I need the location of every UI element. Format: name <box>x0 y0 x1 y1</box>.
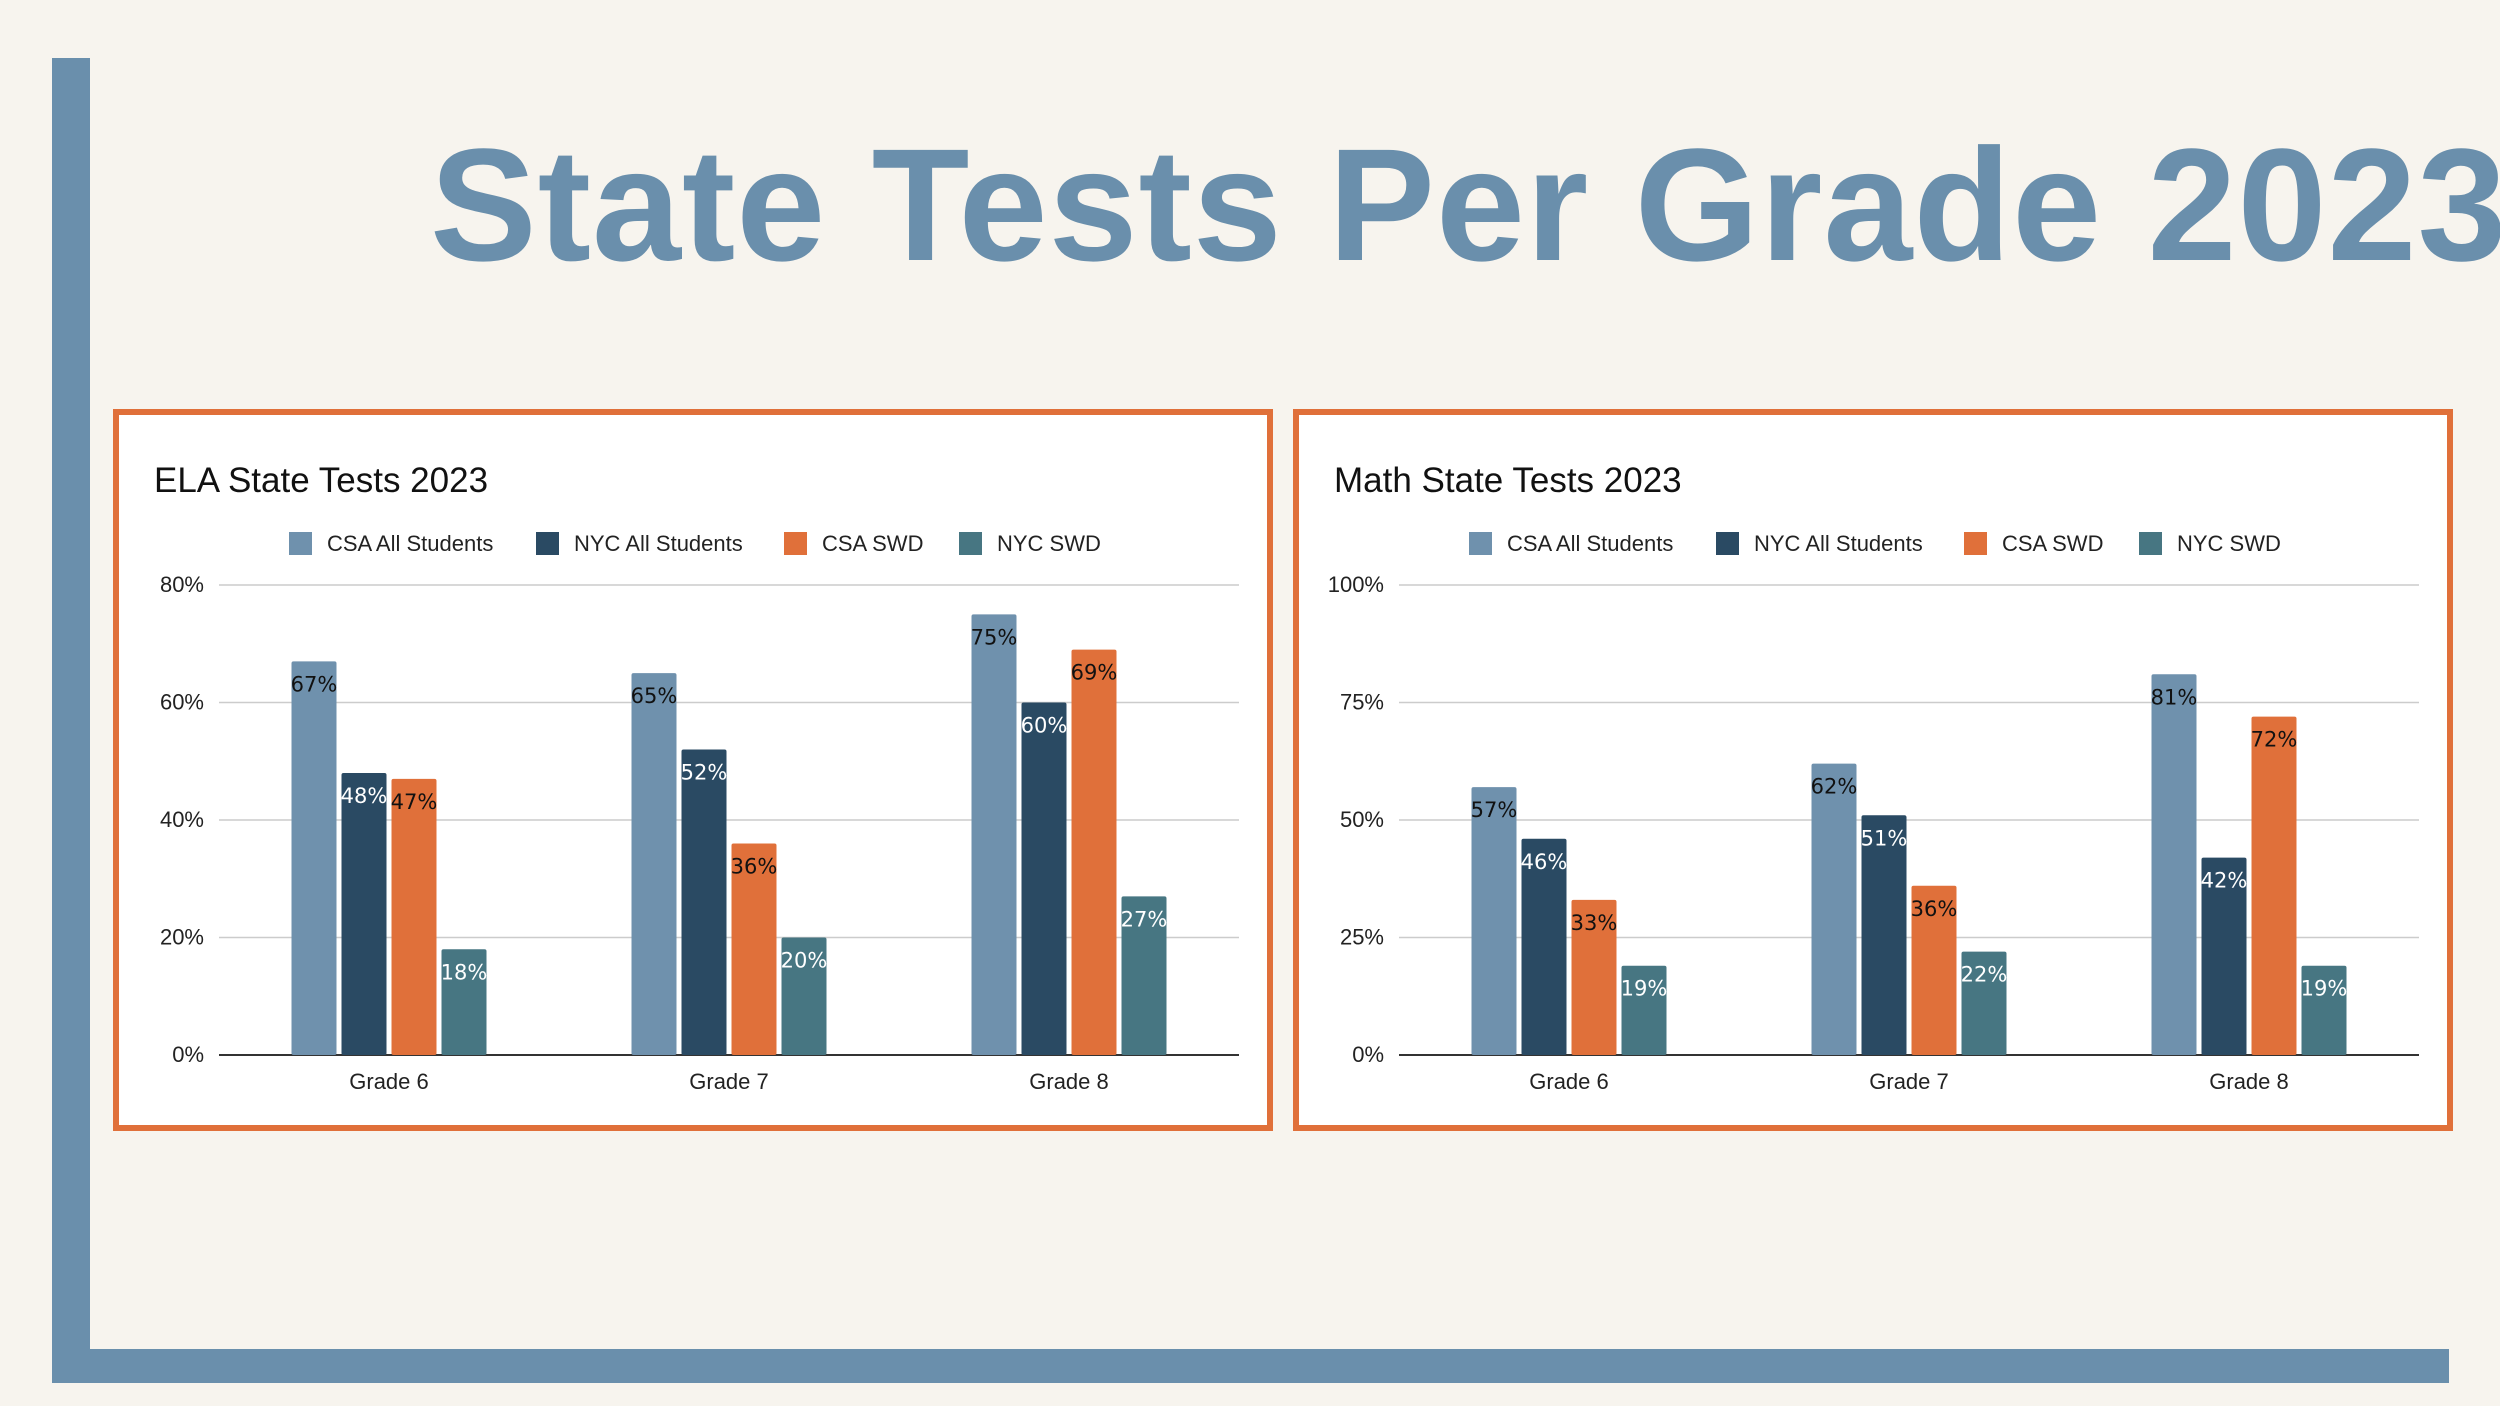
legend-swatch <box>289 532 312 555</box>
bar-label: 75% <box>971 625 1018 649</box>
legend-swatch <box>959 532 982 555</box>
ela-chart: ELA State Tests 2023 CSA All Students NYC … <box>154 461 1239 1094</box>
bar-label: 46% <box>1521 850 1568 874</box>
bar-label: 18% <box>441 960 488 984</box>
legend-item-csa-all-students: CSA All Students <box>1469 531 1673 556</box>
page-title: State Tests Per Grade 2023 <box>430 115 2500 294</box>
legend-label: NYC All Students <box>1754 531 1923 556</box>
legend-swatch <box>536 532 559 555</box>
legend-swatch <box>784 532 807 555</box>
chart-title: ELA State Tests 2023 <box>154 461 488 500</box>
bar-nyc-all-students-grade-7 <box>1861 815 1907 1055</box>
bar-label: 19% <box>1621 977 1668 1001</box>
bar-nyc-swd-grade-6 <box>1621 965 1667 1055</box>
legend-label: NYC All Students <box>574 531 743 556</box>
legend-swatch <box>1469 532 1492 555</box>
bar-nyc-all-students-grade-6 <box>1521 838 1567 1055</box>
bar-csa-swd-grade-7 <box>731 843 777 1055</box>
frame-left-bar <box>52 58 90 1383</box>
y-tick-label: 0% <box>1352 1042 1384 1067</box>
x-tick-label: Grade 8 <box>2209 1069 2289 1094</box>
legend-item-nyc-swd: NYC SWD <box>959 531 1101 556</box>
bar-label: 51% <box>1861 826 1908 850</box>
legend-swatch <box>2139 532 2162 555</box>
bar-nyc-all-students-grade-6 <box>341 773 387 1055</box>
bar-csa-all-students-grade-6 <box>1471 787 1517 1055</box>
x-tick-label: Grade 8 <box>1029 1069 1109 1094</box>
bar-csa-swd-grade-8 <box>2251 716 2297 1055</box>
legend-label: NYC SWD <box>997 531 1101 556</box>
bar-label: 52% <box>681 761 728 785</box>
y-tick-label: 60% <box>160 690 204 715</box>
bar-csa-all-students-grade-7 <box>1811 763 1857 1055</box>
bar-label: 48% <box>341 784 388 808</box>
bar-label: 67% <box>291 672 338 696</box>
x-tick-label: Grade 7 <box>689 1069 769 1094</box>
math-chart-panel: Math State Tests 2023 CSA All Students NYC… <box>1293 409 2453 1131</box>
y-tick-label: 75% <box>1340 690 1384 715</box>
x-tick-label: Grade 6 <box>1529 1069 1609 1094</box>
bar-label: 27% <box>1121 907 1168 931</box>
math-chart: Math State Tests 2023 CSA All Students NYC… <box>1328 461 2419 1094</box>
legend-item-nyc-all-students: NYC All Students <box>1716 531 1923 556</box>
legend-label: CSA SWD <box>822 531 923 556</box>
y-tick-label: 20% <box>160 925 204 950</box>
bar-nyc-all-students-grade-8 <box>1021 702 1067 1055</box>
bar-nyc-swd-grade-7 <box>1961 951 2007 1055</box>
bar-csa-all-students-grade-7 <box>631 673 677 1055</box>
bar-label: 36% <box>731 855 778 879</box>
y-tick-label: 100% <box>1328 572 1384 597</box>
legend-item-csa-swd: CSA SWD <box>1964 531 2103 556</box>
ela-chart-panel: ELA State Tests 2023 CSA All Students NYC … <box>113 409 1273 1131</box>
bar-label: 65% <box>631 684 678 708</box>
y-tick-label: 40% <box>160 807 204 832</box>
bar-csa-swd-grade-6 <box>391 778 437 1055</box>
bar-csa-swd-grade-7 <box>1911 885 1957 1055</box>
y-tick-label: 80% <box>160 572 204 597</box>
bar-csa-all-students-grade-8 <box>2151 674 2197 1055</box>
legend-item-csa-swd: CSA SWD <box>784 531 923 556</box>
legend-swatch <box>1716 532 1739 555</box>
bar-label: 20% <box>781 949 828 973</box>
legend-label: CSA All Students <box>1507 531 1673 556</box>
legend-swatch <box>1964 532 1987 555</box>
bar-nyc-all-students-grade-7 <box>681 749 727 1055</box>
bar-label: 36% <box>1911 897 1958 921</box>
bar-nyc-swd-grade-7 <box>781 937 827 1055</box>
x-tick-label: Grade 6 <box>349 1069 429 1094</box>
x-tick-label: Grade 7 <box>1869 1069 1949 1094</box>
bar-label: 81% <box>2151 685 2198 709</box>
bar-label: 19% <box>2301 977 2348 1001</box>
bar-nyc-swd-grade-8 <box>2301 965 2347 1055</box>
bar-csa-all-students-grade-6 <box>291 661 337 1055</box>
legend-item-nyc-swd: NYC SWD <box>2139 531 2281 556</box>
chart-title: Math State Tests 2023 <box>1334 461 1682 500</box>
legend-label: NYC SWD <box>2177 531 2281 556</box>
bar-label: 60% <box>1021 714 1068 738</box>
bar-label: 33% <box>1571 911 1618 935</box>
bar-label: 62% <box>1811 775 1858 799</box>
legend-label: CSA All Students <box>327 531 493 556</box>
legend-item-nyc-all-students: NYC All Students <box>536 531 743 556</box>
bar-csa-all-students-grade-8 <box>971 614 1017 1055</box>
legend-item-csa-all-students: CSA All Students <box>289 531 493 556</box>
bar-label: 22% <box>1961 963 2008 987</box>
y-tick-label: 25% <box>1340 925 1384 950</box>
bar-label: 57% <box>1471 798 1518 822</box>
bar-nyc-swd-grade-8 <box>1121 896 1167 1055</box>
bar-label: 42% <box>2201 869 2248 893</box>
frame-bottom-bar <box>52 1349 2449 1383</box>
bar-nyc-swd-grade-6 <box>441 949 487 1055</box>
y-tick-label: 50% <box>1340 807 1384 832</box>
y-tick-label: 0% <box>172 1042 204 1067</box>
bar-label: 69% <box>1071 661 1118 685</box>
bar-csa-swd-grade-6 <box>1571 899 1617 1055</box>
bar-csa-swd-grade-8 <box>1071 649 1117 1055</box>
bar-nyc-all-students-grade-8 <box>2201 857 2247 1055</box>
bar-label: 72% <box>2251 728 2298 752</box>
legend-label: CSA SWD <box>2002 531 2103 556</box>
bar-label: 47% <box>391 790 438 814</box>
